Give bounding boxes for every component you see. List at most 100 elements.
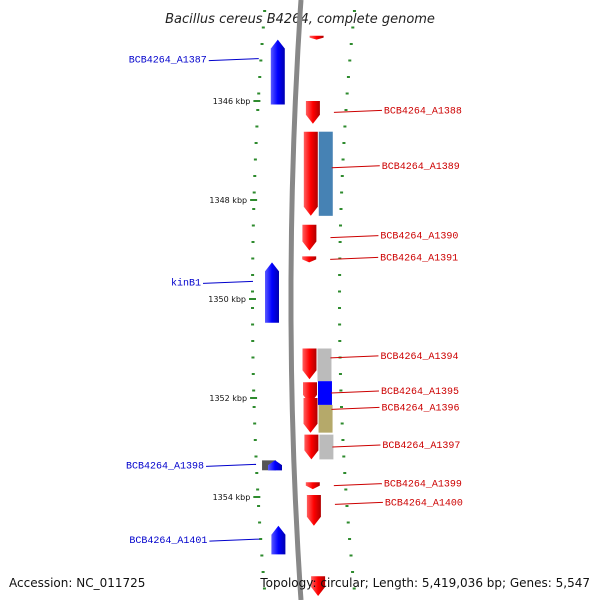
tick-mark	[349, 554, 353, 557]
tick-mark	[339, 406, 343, 408]
leader-line	[333, 109, 382, 113]
tick-mark	[257, 505, 261, 507]
gene-arrow	[305, 482, 320, 490]
tick-mark	[259, 59, 263, 62]
tick-mark	[251, 340, 255, 342]
gene-label: BCB4264_A1391	[380, 253, 458, 264]
tick-mark	[338, 274, 342, 276]
tick-mark	[258, 76, 262, 78]
tick-mark	[340, 191, 344, 194]
tick-mark	[348, 59, 352, 62]
tick-mark	[344, 109, 348, 111]
gene-arrow	[306, 495, 321, 526]
tick-mark	[255, 472, 259, 474]
tick-mark	[253, 158, 257, 161]
tick-mark	[260, 43, 264, 45]
tick-mark	[346, 76, 350, 78]
tick-mark	[339, 224, 343, 227]
gene-arrow	[304, 434, 319, 460]
gene-track	[265, 35, 326, 596]
gene-arrow	[270, 39, 285, 105]
tick-mark	[251, 373, 255, 375]
kbp-tick	[253, 496, 261, 498]
leader-line	[331, 165, 380, 169]
tick-mark	[352, 10, 356, 12]
gene-labels: BCB4264_A1387 BCB4264_A1388 BCB4264_A1389 B…	[126, 56, 463, 547]
gene-label: BCB4264_A1390	[380, 232, 458, 243]
tick-mark	[254, 455, 258, 458]
tick-mark	[349, 43, 353, 45]
topology-text: Topology: circular; Length: 5,419,036 bp…	[259, 576, 590, 590]
tick-mark	[352, 587, 356, 590]
tick-mark	[338, 323, 342, 326]
tick-mark	[252, 406, 256, 408]
leader-line	[202, 280, 254, 284]
tick-mark	[351, 571, 355, 573]
tick-mark	[254, 142, 258, 144]
tick-mark	[338, 241, 342, 243]
feature-block	[317, 348, 332, 382]
gene-label: BCB4264_A1387	[129, 56, 207, 67]
gene-label: BCB4264_A1395	[381, 387, 459, 398]
feature-block	[318, 131, 333, 216]
gene-arrow	[303, 131, 318, 216]
tick-mark	[259, 538, 263, 540]
tick-mark	[342, 142, 346, 144]
tick-mark	[261, 26, 265, 29]
tick-marks	[251, 10, 356, 590]
kbp-tick	[250, 397, 258, 399]
tick-mark	[253, 175, 257, 177]
tick-mark	[338, 340, 342, 342]
gene-label: kinB1	[171, 277, 201, 289]
gene-arrow	[268, 460, 282, 471]
tick-mark	[342, 455, 346, 458]
gene-label: BCB4264_A1389	[382, 162, 460, 173]
gene-arrow	[265, 262, 279, 323]
leader-line	[330, 256, 379, 260]
leader-line	[332, 444, 381, 448]
tick-mark	[251, 241, 255, 243]
kbp-label: 1350 kbp	[208, 295, 246, 304]
tick-mark	[341, 158, 345, 161]
tick-mark	[258, 521, 262, 524]
tick-mark	[255, 125, 259, 128]
leader-line	[330, 355, 379, 359]
kbp-tick	[253, 100, 261, 102]
gene-label: BCB4264_A1394	[380, 352, 458, 363]
tick-mark	[253, 422, 257, 425]
gene-arrow	[271, 525, 286, 555]
leader-line	[208, 58, 259, 62]
leader-line	[334, 501, 383, 505]
kbp-tick	[250, 199, 258, 201]
kbp-label: 1346 kbp	[213, 97, 251, 106]
gene-label: BCB4264_A1396	[381, 403, 459, 414]
gene-arrow	[302, 224, 317, 251]
tick-mark	[251, 307, 255, 309]
gene-label: BCB4264_A1398	[126, 461, 204, 472]
gene-arrow	[311, 576, 326, 596]
feature-block	[318, 404, 333, 433]
gene-arrow	[303, 398, 318, 433]
gene-label: BCB4264_A1388	[384, 106, 462, 117]
tick-mark	[344, 488, 348, 491]
tick-mark	[343, 472, 347, 474]
kbp-tick	[249, 298, 257, 300]
tick-mark	[252, 389, 256, 392]
tick-mark	[263, 10, 267, 12]
tick-mark	[256, 109, 260, 111]
tick-mark	[257, 92, 261, 95]
leader-line	[206, 463, 257, 467]
tick-mark	[338, 290, 342, 293]
tick-mark	[253, 439, 257, 441]
kbp-label: 1354 kbp	[213, 493, 251, 502]
tick-mark	[343, 125, 347, 128]
gene-label: BCB4264_A1397	[382, 441, 460, 452]
accession-text: Accession: NC_011725	[9, 576, 145, 590]
gene-label: BCB4264_A1401	[129, 536, 207, 547]
tick-mark	[251, 356, 255, 359]
kbp-scale: 1346 kbp 1348 kbp 1350 kbp 1352 kbp 1354 kbp	[208, 97, 261, 502]
leader-line	[331, 406, 380, 410]
tick-mark	[351, 26, 355, 29]
genome-backbone	[288, 0, 304, 600]
